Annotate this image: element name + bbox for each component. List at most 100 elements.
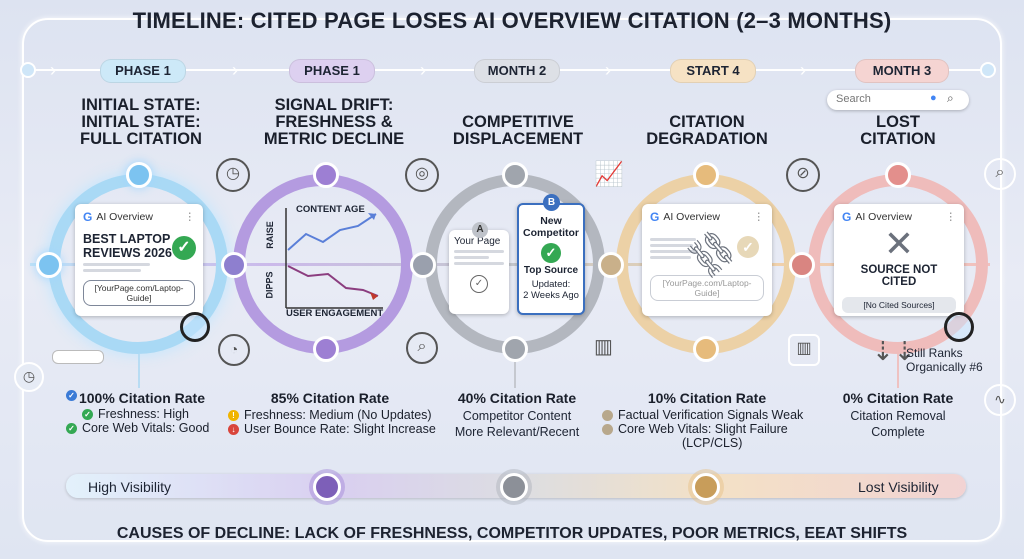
side-note: Still Ranks Organically #6: [906, 346, 983, 374]
check-icon: ✓: [541, 243, 561, 263]
magnifier-icon: [944, 312, 974, 342]
stage-2-bullets: ! Freshness: Medium (No Updates) ↓ User Bo…: [228, 408, 436, 436]
check-icon: ✓: [172, 236, 196, 260]
stage-3-pill: MONTH 2: [474, 59, 560, 83]
connector-node-1: [221, 252, 247, 278]
magnifier-icon: [180, 312, 210, 342]
arrow-down-icon: [370, 292, 378, 300]
arrow-up-icon: [368, 213, 376, 220]
more-icon: ⋮: [184, 211, 196, 223]
ai-overview-label: AI Overview: [663, 211, 720, 223]
bar-chart-icon: ▥: [594, 336, 613, 358]
search-bar[interactable]: Search ● ⌕: [827, 90, 969, 110]
page-title: TIMELINE: CITED PAGE LOSES AI OVERVIEW C…: [132, 8, 892, 33]
competitor-card: New Competitor ✓ Top Source Updated: 2 Wee…: [517, 203, 585, 315]
stage-5-lines: Citation Removal Complete: [850, 409, 946, 439]
visibility-marker-2: [313, 473, 341, 501]
stage-1-ai-overview-card: G AI Overview ⋮ BEST LAPTOP REVIEWS 2026 [Y…: [75, 204, 203, 316]
warning-icon: !: [228, 409, 239, 421]
target-icon: ◎: [405, 158, 439, 192]
chevron-right-icon: ›: [232, 60, 238, 80]
check-icon: ✓: [66, 422, 77, 434]
stage-2-rate: 85% Citation Rate: [270, 390, 390, 406]
stage-3-rate: 40% Citation Rate: [457, 390, 577, 406]
mic-icon: ●: [930, 92, 937, 104]
stage-4-bullets: Factual Verification Signals Weak Core W…: [602, 408, 803, 450]
connector-node-4: [789, 252, 815, 278]
status-label: SOURCE NOT CITED: [860, 264, 938, 288]
timeline-end-node: [980, 62, 996, 78]
x-icon: ✕: [883, 223, 915, 264]
url-citation-faded: [YourPage.com/Laptop-Guide]: [650, 275, 764, 301]
updated-label: Updated: 2 Weeks Ago: [523, 279, 579, 301]
mini-search-bar-icon: [52, 350, 104, 364]
trend-icon: ∿: [984, 384, 1016, 416]
magnifier-icon: ⌕: [984, 158, 1016, 190]
chart-top-label: CONTENT AGE: [296, 204, 365, 215]
stage-3-drop-line: [514, 362, 516, 388]
your-page-label: Your Page: [454, 236, 501, 247]
stage-4-ai-overview-card: G AI Overview ⋮ [YourPage.com/Laptop-Guide…: [642, 204, 772, 316]
stage-5-heading: LOST CITATION: [860, 113, 936, 148]
visibility-right-label: Lost Visibility: [858, 479, 939, 495]
stage-3-heading: COMPETITIVE DISPLACEMENT: [452, 113, 584, 148]
stage-1-pill: PHASE 1: [100, 59, 186, 83]
content-age-line: [287, 213, 377, 251]
stage-5-pill: MONTH 3: [855, 59, 949, 83]
stage-1-rate: 100% Citation Rate: [78, 390, 206, 406]
stage-4-pill: START 4: [670, 59, 756, 83]
your-page-card: Your Page ✓: [449, 230, 509, 314]
chevron-right-icon: ›: [800, 60, 806, 80]
stage-3-bottom-node: [502, 336, 528, 362]
bullet-extra: (LCP/CLS): [682, 436, 743, 450]
bar-chart-icon: ▥: [788, 334, 820, 366]
footer-causes: CAUSES OF DECLINE: LACK OF FRESHNESS, CO…: [116, 525, 908, 542]
stage-5-drop-line: [897, 354, 899, 388]
search-chart-icon: ⌕: [406, 332, 438, 364]
more-icon: ⋮: [945, 211, 957, 223]
google-logo-icon: G: [83, 210, 93, 224]
card-headline: BEST LAPTOP REVIEWS 2026: [83, 232, 172, 260]
chart-y-bottom-label: DIPPS: [264, 271, 275, 299]
stage-2-top-node: [313, 162, 339, 188]
visibility-left-label: High Visibility: [88, 479, 171, 495]
chart-up-icon: 📈: [594, 161, 624, 188]
stage-3-lines: Competitor Content More Relevant/Recent: [454, 409, 580, 439]
ai-overview-label: AI Overview: [855, 211, 912, 223]
stage-4-top-node: [693, 162, 719, 188]
visibility-marker-3: [500, 473, 528, 501]
dial-icon: ◔: [218, 334, 250, 366]
check-icon: ✓: [82, 408, 93, 420]
compass-icon: ⊘: [786, 158, 820, 192]
visibility-marker-4: [692, 473, 720, 501]
check-icon: ✓: [470, 275, 488, 293]
badge-a: A: [472, 222, 488, 238]
stage-2-heading: SIGNAL DRIFT: FRESHNESS & METRIC DECLINE: [263, 96, 405, 148]
check-icon: ✓: [66, 390, 77, 401]
drift-chart-svg: [285, 208, 383, 309]
google-logo-icon: G: [842, 210, 852, 224]
google-logo-icon: G: [650, 210, 660, 224]
clock-icon: ◷: [216, 158, 250, 192]
outer-frame: [22, 18, 1002, 542]
down-arrow-icon: ↓: [228, 423, 239, 435]
dot-icon: [602, 423, 613, 435]
stage-4-heading: CITATION DEGRADATION: [646, 113, 768, 148]
engagement-line: [287, 265, 379, 297]
left-edge-node: [36, 252, 62, 278]
badge-b: B: [543, 194, 560, 211]
timeline-start-node: [20, 62, 36, 78]
stage-3-top-node: [502, 162, 528, 188]
stage-2-pill: PHASE 1: [289, 59, 375, 83]
chart-y-top-label: RAISE: [264, 221, 275, 249]
faded-check-icon: ✓: [737, 236, 759, 258]
dot-icon: [602, 409, 613, 421]
connector-node-3: [598, 252, 624, 278]
down-arrows-icon: ⇣⇣: [872, 336, 916, 366]
stage-1-bullets: ✓ ✓ Freshness: High ✓ Core Web Vitals: Goo…: [66, 390, 209, 435]
ai-overview-label: AI Overview: [96, 211, 153, 223]
stage-5-rate: 0% Citation Rate: [842, 390, 954, 406]
chevron-right-icon: ›: [605, 60, 611, 80]
connector-node-2: [410, 252, 436, 278]
chart-bottom-label: USER ENGAGEMENT: [286, 308, 384, 319]
